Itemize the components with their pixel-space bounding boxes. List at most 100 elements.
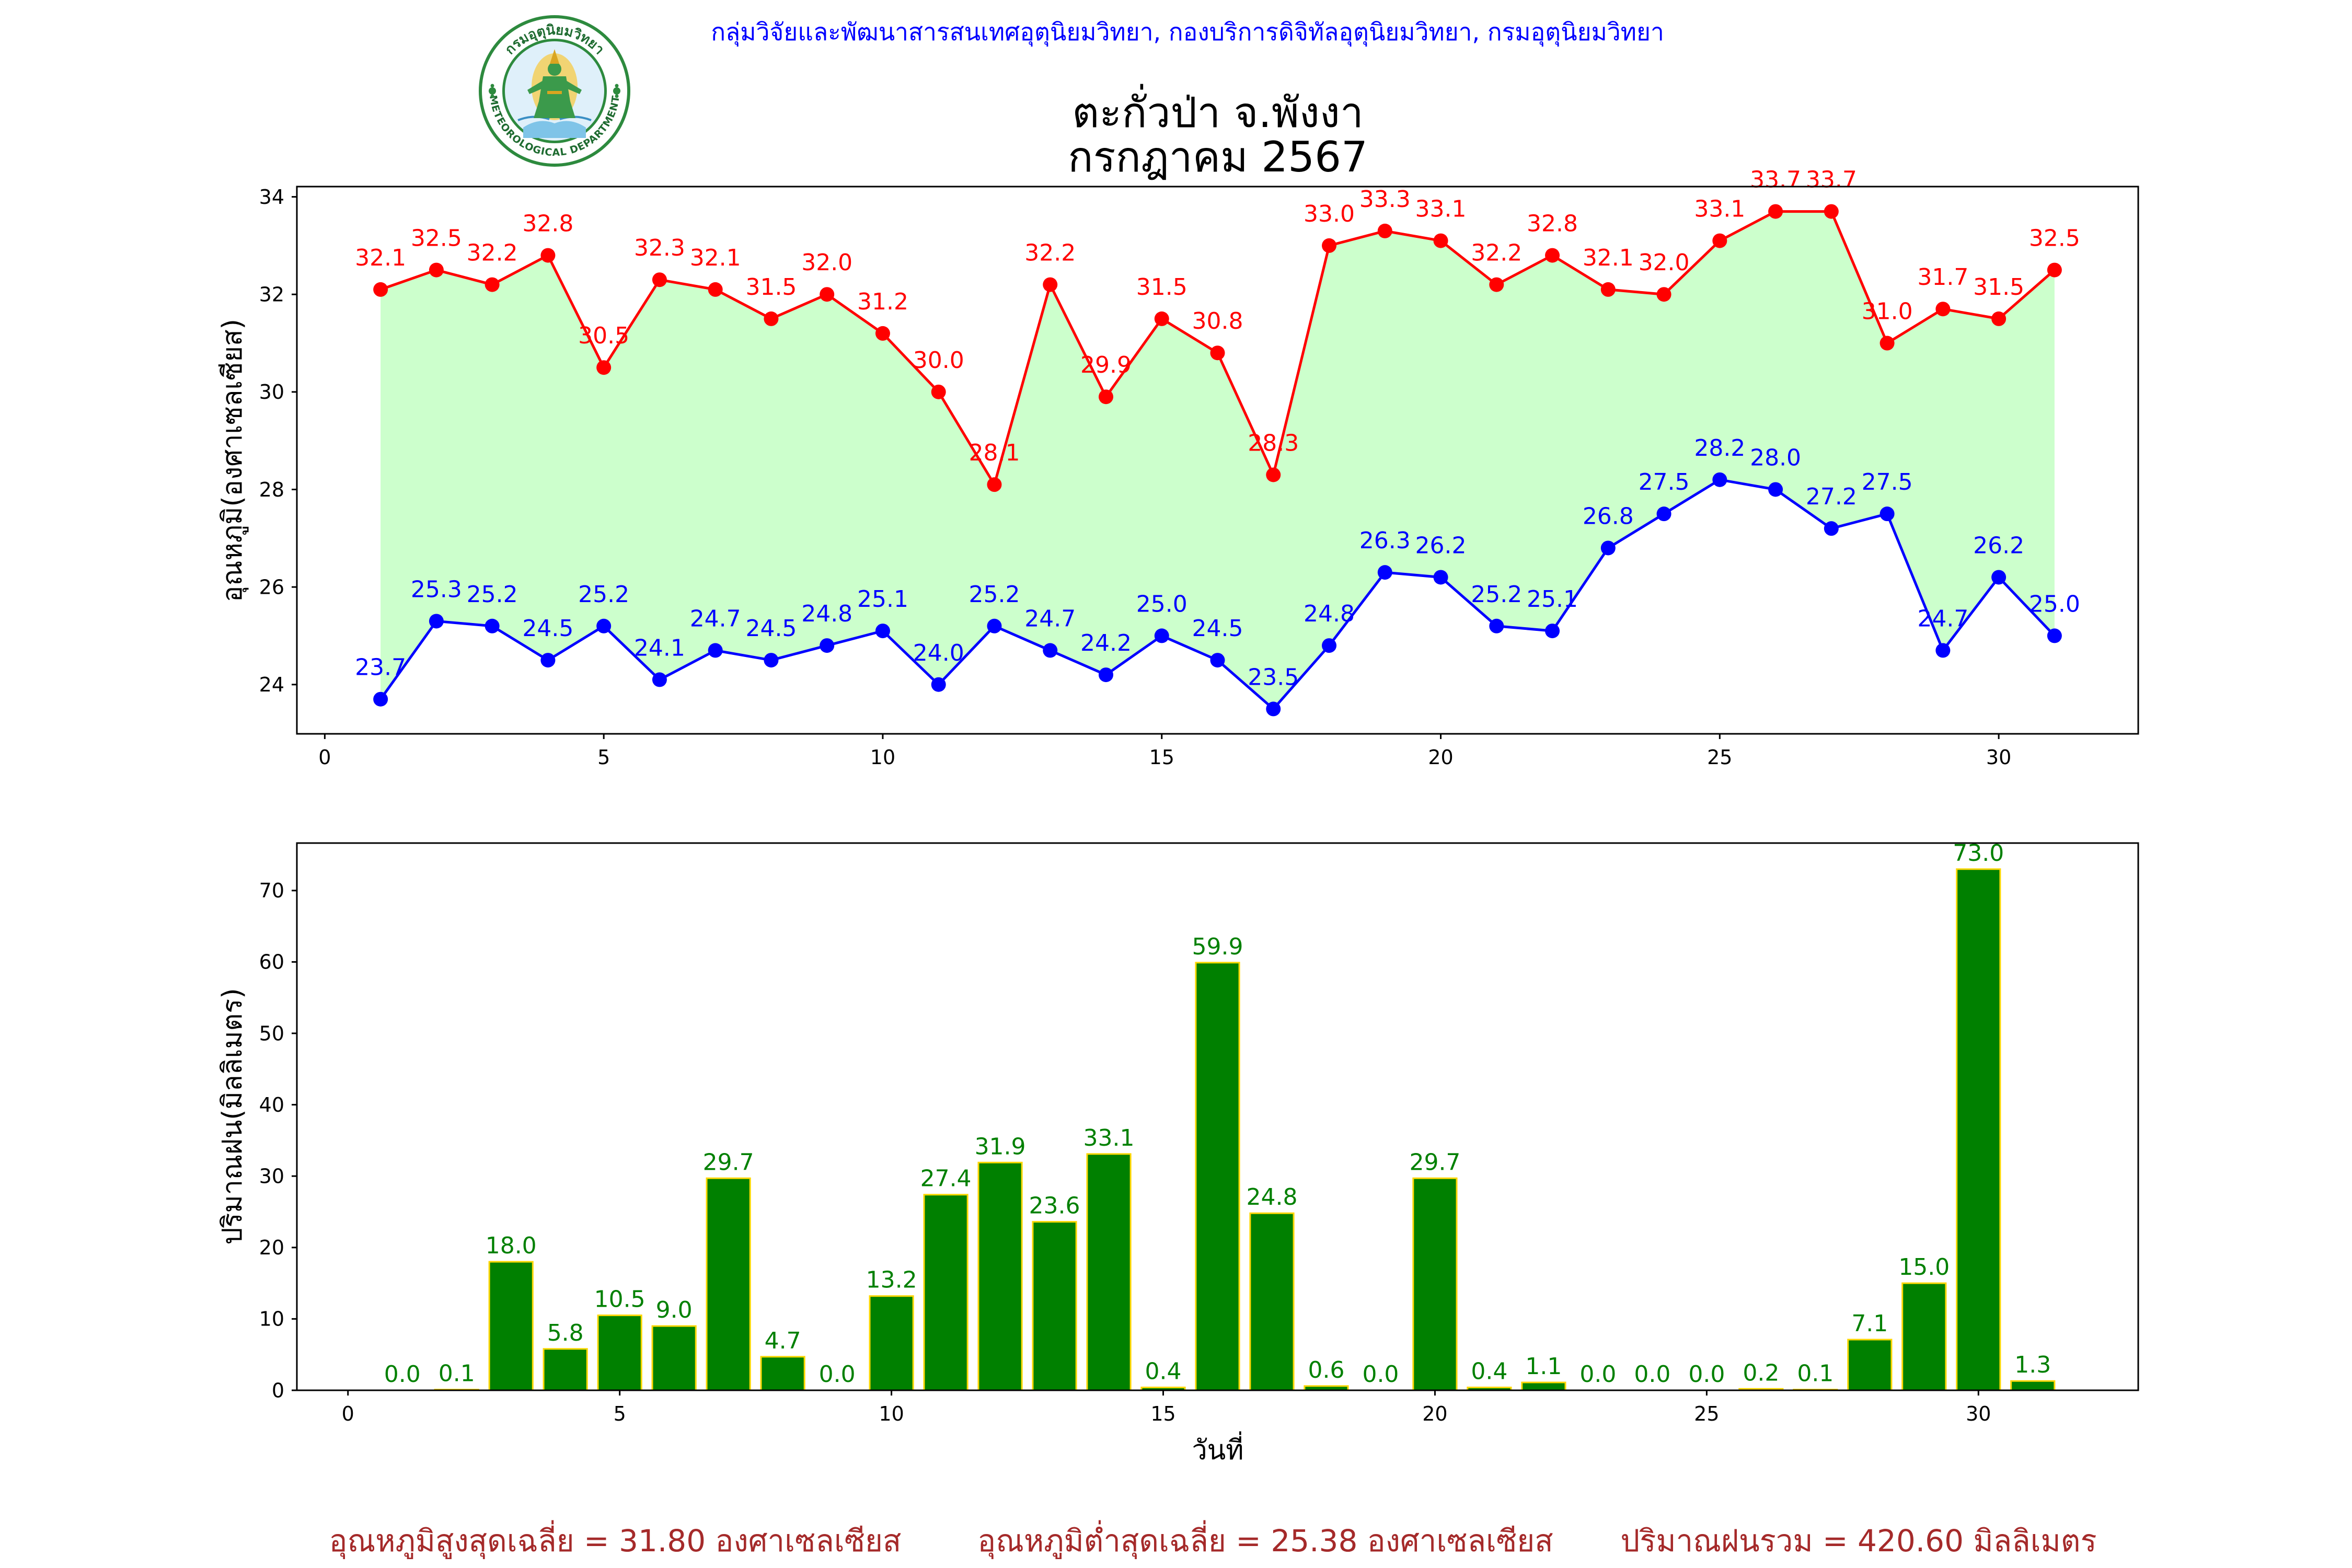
rainfall-bar — [923, 1194, 969, 1391]
rainfall-value-label: 0.0 — [384, 1361, 421, 1388]
min-temperature-value-label: 28.0 — [1750, 444, 1801, 471]
min-temperature-point — [1768, 482, 1783, 497]
rainfall-bar — [488, 1261, 534, 1391]
footer-average-min-temperature: อุณหภูมิต่ำสุดเฉลี่ย = 25.38 องศาเซลเซีย… — [977, 1520, 1553, 1560]
rainfall-value-label: 5.8 — [547, 1320, 584, 1346]
max-temperature-point — [1768, 204, 1783, 219]
max-temperature-point — [875, 326, 890, 341]
x-tick-label: 30 — [1986, 746, 2011, 769]
max-temperature-value-label: 33.1 — [1694, 196, 1745, 223]
x-tick-label: 15 — [1150, 1402, 1175, 1425]
y-tick-label: 0 — [272, 1379, 284, 1402]
min-temperature-point — [1433, 570, 1448, 585]
min-temperature-point — [540, 653, 556, 668]
min-temperature-value-label: 25.3 — [411, 576, 462, 603]
rainfall-value-label: 0.0 — [819, 1361, 856, 1388]
min-temperature-point — [1880, 506, 1895, 522]
max-temperature-value-label: 32.1 — [1583, 245, 1634, 271]
max-temperature-point — [764, 311, 779, 326]
max-temperature-point — [652, 272, 667, 287]
rainfall-value-label: 0.0 — [1579, 1361, 1616, 1388]
seal-flower-left-icon — [489, 84, 496, 98]
max-temperature-point — [1824, 204, 1839, 219]
y-tick-label: 30 — [259, 1165, 284, 1188]
max-temperature-value-label: 32.2 — [1024, 240, 1076, 267]
min-temperature-value-label: 26.3 — [1359, 527, 1411, 554]
min-temperature-point — [931, 677, 946, 692]
max-temperature-point — [2047, 262, 2062, 278]
rainfall-value-label: 0.4 — [1471, 1358, 1507, 1385]
min-temperature-point — [764, 653, 779, 668]
min-temperature-point — [1098, 667, 1113, 683]
max-temperature-point — [1433, 233, 1448, 248]
rainfall-bar — [869, 1295, 914, 1391]
rainfall-bar — [2010, 1380, 2056, 1391]
min-temperature-point — [596, 618, 612, 633]
min-temperature-point — [1545, 624, 1560, 639]
max-temperature-value-label: 32.3 — [634, 235, 685, 261]
rainfall-bar — [1249, 1212, 1295, 1391]
rainfall-value-label: 24.8 — [1247, 1184, 1298, 1210]
x-tick-label: 15 — [1149, 746, 1174, 769]
max-temperature-value-label: 33.1 — [1415, 196, 1467, 223]
max-temperature-value-label: 30.5 — [578, 322, 629, 349]
max-temperature-point — [820, 287, 835, 302]
x-tick-label: 5 — [597, 746, 610, 769]
min-temperature-point — [1322, 638, 1337, 653]
rainfall-bar — [706, 1177, 751, 1391]
rainfall-value-label: 0.0 — [1688, 1361, 1725, 1388]
max-temperature-value-label: 28.1 — [969, 440, 1020, 466]
max-temperature-point — [1043, 277, 1058, 292]
rainfall-value-label: 7.1 — [1851, 1310, 1888, 1337]
rainfall-bar — [1521, 1381, 1566, 1391]
min-temperature-value-label: 23.5 — [1248, 664, 1299, 690]
max-temperature-value-label: 32.1 — [690, 245, 741, 271]
rainfall-bar — [1412, 1177, 1458, 1391]
y-tick-label: 40 — [259, 1093, 284, 1116]
min-temperature-value-label: 24.0 — [913, 640, 964, 666]
min-temperature-value-label: 27.2 — [1806, 483, 1857, 510]
min-temperature-value-label: 26.2 — [1973, 532, 2024, 559]
x-tick-label: 10 — [870, 746, 895, 769]
max-temperature-value-label: 32.2 — [1471, 240, 1522, 267]
rainfall-value-label: 4.7 — [765, 1328, 801, 1354]
max-temperature-point — [485, 277, 500, 292]
y-tick-label: 30 — [259, 381, 284, 403]
max-temperature-value-label: 31.7 — [1917, 264, 1968, 291]
rainfall-y-axis-label: ปริมาณฝน(มิลลิเมตร) — [217, 988, 248, 1244]
max-temperature-point — [1322, 238, 1337, 253]
rainfall-value-label: 0.4 — [1145, 1358, 1182, 1385]
x-tick-label: 10 — [879, 1402, 904, 1425]
footer-total-rainfall: ปริมาณฝนรวม = 420.60 มิลลิเมตร — [1620, 1523, 2096, 1559]
max-temperature-value-label: 32.2 — [467, 240, 518, 267]
rainfall-value-label: 0.0 — [1362, 1361, 1399, 1388]
min-temperature-point — [987, 618, 1002, 633]
min-temperature-point — [373, 691, 388, 707]
min-temperature-value-label: 26.8 — [1583, 503, 1634, 529]
rainfall-value-label: 0.1 — [1797, 1361, 1834, 1387]
min-temperature-point — [1154, 628, 1169, 643]
min-temperature-value-label: 25.2 — [578, 581, 629, 608]
max-temperature-value-label: 29.9 — [1080, 352, 1132, 378]
rainfall-bar — [543, 1348, 588, 1391]
rainfall-bar — [977, 1161, 1023, 1391]
min-temperature-point — [1991, 570, 2007, 585]
rainfall-value-label: 18.0 — [486, 1232, 537, 1259]
min-temperature-value-label: 24.7 — [1024, 605, 1076, 632]
rainfall-value-label: 33.1 — [1083, 1125, 1135, 1151]
max-temperature-point — [429, 262, 444, 278]
rainfall-value-label: 9.0 — [656, 1297, 693, 1323]
min-temperature-value-label: 25.0 — [1136, 591, 1187, 617]
temperature-range-fill — [381, 211, 2055, 709]
max-temperature-point — [931, 384, 946, 399]
max-temperature-value-label: 32.1 — [355, 245, 406, 271]
max-temperature-value-label: 30.8 — [1192, 308, 1243, 335]
min-temperature-value-label: 24.2 — [1080, 630, 1132, 656]
min-temperature-value-label: 24.7 — [690, 605, 741, 632]
x-tick-label: 0 — [342, 1402, 354, 1425]
max-temperature-value-label: 33.3 — [1359, 186, 1411, 213]
rainfall-value-label: 10.5 — [594, 1286, 645, 1313]
rainfall-bar — [1901, 1282, 1947, 1391]
max-temperature-point — [1266, 467, 1281, 482]
